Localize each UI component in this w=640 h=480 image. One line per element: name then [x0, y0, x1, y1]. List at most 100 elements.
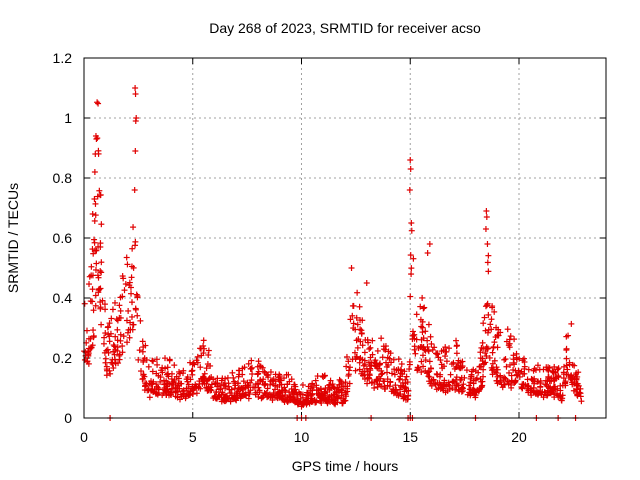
data-point [385, 348, 392, 355]
data-point [420, 363, 427, 370]
data-point [364, 368, 371, 375]
data-point [482, 350, 489, 357]
data-point [110, 348, 117, 355]
data-point [267, 381, 274, 388]
data-point [166, 381, 173, 388]
data-point [153, 356, 160, 363]
data-point [340, 383, 347, 390]
y-tick-label: 0.8 [53, 170, 73, 186]
data-point [180, 367, 187, 374]
data-point [450, 378, 457, 385]
data-point [191, 361, 198, 368]
axis-ticks: 0 5 10 15 20 0 0.2 0.4 0.6 0.8 1 1.2 [53, 50, 606, 445]
data-point [485, 326, 492, 333]
data-point [362, 361, 369, 368]
data-point [317, 385, 324, 392]
data-point [550, 375, 557, 382]
data-point [91, 196, 98, 202]
data-point [220, 396, 227, 403]
data-point [95, 100, 102, 107]
data-point [412, 350, 419, 357]
data-point [469, 387, 476, 394]
data-point [185, 381, 192, 388]
data-point [399, 371, 406, 378]
data-point [343, 363, 350, 370]
data-point [357, 326, 364, 333]
data-point [153, 370, 160, 377]
data-point [95, 287, 102, 294]
data-point [511, 361, 518, 368]
data-point [201, 345, 208, 352]
data-point [388, 359, 395, 366]
data-point [367, 365, 374, 372]
data-point [290, 397, 297, 404]
data-point [224, 395, 231, 402]
data-point [224, 374, 231, 381]
data-point [408, 271, 415, 278]
data-point [138, 368, 145, 375]
data-point [418, 358, 425, 365]
data-point [128, 299, 135, 306]
data-point [482, 226, 489, 232]
data-point [87, 335, 94, 342]
data-point [198, 352, 205, 359]
data-point [442, 353, 449, 360]
data-point [484, 241, 491, 247]
data-point [140, 344, 147, 351]
data-point [210, 376, 217, 383]
data-point [164, 364, 171, 371]
data-point [96, 286, 103, 293]
data-point [226, 386, 233, 393]
data-point [117, 331, 124, 338]
data-point [111, 343, 118, 350]
data-point [364, 380, 371, 387]
data-point [90, 307, 97, 314]
data-point [222, 385, 229, 392]
data-point [324, 396, 331, 403]
data-point [340, 395, 347, 402]
data-point [114, 337, 121, 344]
data-point [312, 377, 319, 384]
y-tick-label: 1.2 [53, 50, 73, 66]
data-point [145, 363, 152, 370]
data-point [356, 303, 363, 310]
data-point [247, 379, 254, 386]
data-point [426, 358, 433, 365]
data-point [371, 384, 378, 391]
data-point [193, 390, 200, 397]
data-point [101, 349, 108, 356]
data-point [486, 354, 493, 361]
data-point [318, 391, 325, 398]
data-point [439, 365, 446, 372]
data-point [188, 368, 195, 375]
data-point [421, 304, 428, 311]
data-point [527, 389, 534, 396]
data-point [550, 383, 557, 390]
data-point [101, 334, 108, 341]
data-point [384, 376, 391, 383]
data-point [411, 346, 418, 353]
data-point [276, 373, 283, 380]
data-point [390, 386, 397, 393]
data-point [555, 394, 562, 401]
data-point [146, 394, 153, 401]
data-point [90, 332, 97, 339]
data-point [139, 376, 146, 383]
data-point [347, 316, 354, 323]
data-point [127, 319, 134, 326]
data-point [113, 316, 120, 323]
data-point [516, 355, 523, 362]
data-point [321, 390, 328, 397]
data-point [551, 363, 558, 370]
data-point [453, 350, 460, 357]
data-point [409, 328, 416, 335]
data-point [330, 391, 337, 398]
data-point [116, 302, 123, 309]
data-point [81, 356, 88, 363]
data-point [348, 265, 355, 271]
data-point [350, 325, 357, 332]
data-point [240, 378, 247, 385]
data-point [351, 349, 358, 356]
data-point [104, 346, 111, 353]
data-point [529, 377, 536, 384]
